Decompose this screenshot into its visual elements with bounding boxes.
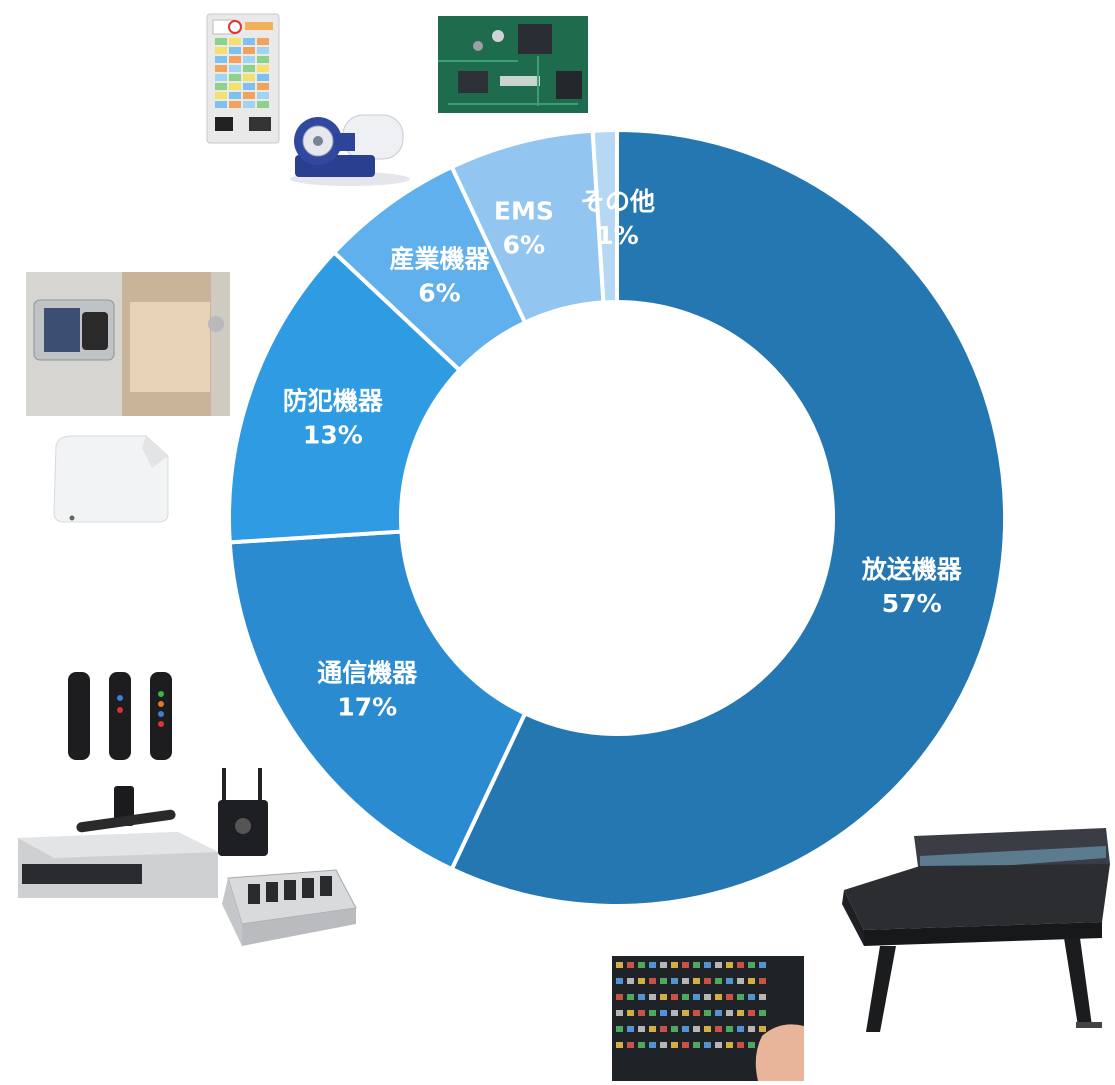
ticket-machine-photo — [205, 12, 281, 145]
pump-photo — [283, 103, 418, 188]
slice-value-label: 1% — [596, 221, 638, 250]
slice-category-label: その他 — [580, 187, 655, 216]
slice-2 — [227, 529, 528, 872]
slice-value-label: 6% — [418, 279, 460, 308]
slice-category-label: EMS — [494, 196, 554, 225]
fader-panel-photo — [612, 956, 804, 1081]
sensor-photo — [46, 428, 174, 526]
slice-value-label: 6% — [503, 230, 545, 259]
slice-value-label: 13% — [303, 421, 363, 450]
chart-labels: 放送機器 57% 通信機器 17% 防犯機器 13% 産業機器 6% EMS 6% その他 1% — [283, 187, 963, 722]
chart-slices — [227, 127, 1007, 908]
slice-category-label: 防犯機器 — [283, 387, 384, 416]
slice-6 — [590, 127, 619, 305]
slice-category-label: 放送機器 — [861, 555, 963, 584]
slice-value-label: 17% — [337, 693, 397, 722]
charger-photo — [218, 868, 358, 948]
slice-1 — [449, 127, 1007, 908]
slice-category-label: 産業機器 — [389, 245, 490, 274]
transmitters-photo — [64, 672, 176, 762]
door-lock-photo — [26, 272, 230, 416]
mixing-console-photo — [840, 826, 1115, 1034]
circuit-board-photo — [438, 16, 588, 113]
slice-category-label: 通信機器 — [317, 659, 418, 688]
slice-3 — [227, 249, 463, 545]
slice-value-label: 57% — [882, 589, 942, 618]
wireless-system-photo — [18, 768, 268, 900]
